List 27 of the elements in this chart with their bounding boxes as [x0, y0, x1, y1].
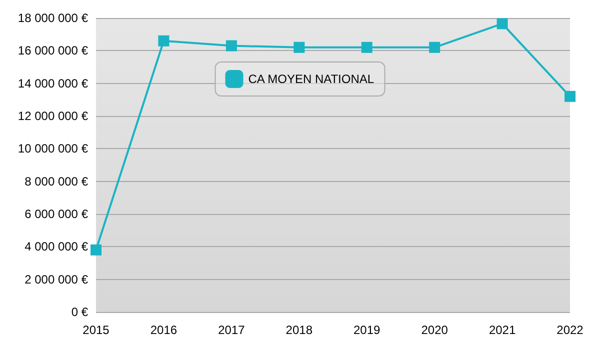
x-tick-label: 2022: [556, 323, 584, 337]
x-tick-label: 2019: [354, 323, 381, 337]
y-tick-label: 10 000 000 €: [18, 142, 88, 156]
y-tick-label: 18 000 000 €: [18, 11, 88, 25]
x-tick-label: 2020: [421, 323, 448, 337]
y-tick-label: 8 000 000 €: [24, 174, 88, 188]
point: [564, 90, 576, 102]
y-tick-label: 4 000 000 €: [24, 240, 88, 254]
y-tick-label: 0 €: [71, 305, 88, 319]
point: [429, 42, 440, 53]
y-tick-label: 6 000 000 €: [24, 207, 88, 221]
x-tick-label: 2017: [218, 323, 246, 337]
y-tick-label: 14 000 000 €: [18, 76, 88, 90]
point: [496, 18, 508, 30]
y-tick-label: 2 000 000 €: [24, 272, 88, 286]
legend-label: CA MOYEN NATIONAL: [248, 72, 374, 86]
y-tick-label: 12 000 000 €: [18, 109, 88, 123]
point: [361, 42, 372, 53]
point: [158, 35, 170, 46]
x-tick-label: 2021: [488, 323, 516, 337]
x-tick-label: 2016: [150, 323, 178, 337]
x-tick-label: 2018: [286, 323, 313, 337]
point: [90, 244, 102, 256]
point: [294, 42, 305, 53]
point: [226, 40, 237, 52]
x-tick-label: 2015: [82, 323, 110, 337]
y-tick-label: 16 000 000 €: [18, 44, 88, 58]
